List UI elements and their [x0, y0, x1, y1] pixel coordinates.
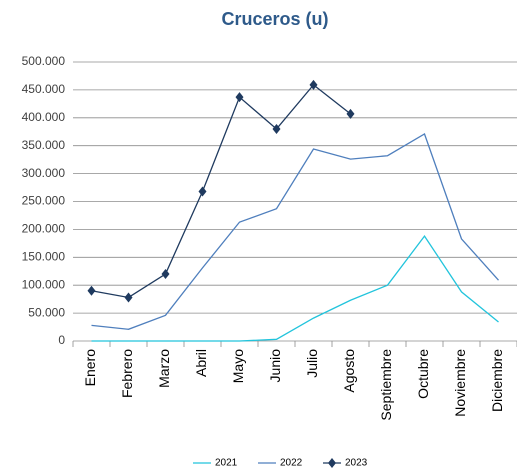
x-tick-label: Mayo: [230, 349, 246, 383]
marker: [309, 79, 318, 90]
chart-title: Cruceros (u): [221, 9, 328, 29]
y-tick-label: 300.000: [22, 166, 66, 180]
legend-marker: [328, 458, 336, 468]
y-tick-label: 500.000: [22, 54, 66, 68]
marker: [346, 108, 355, 119]
legend-label: 2022: [280, 458, 303, 469]
series-line: [91, 83, 351, 299]
x-tick-label: Febrero: [119, 349, 135, 398]
y-tick-label: 250.000: [22, 194, 66, 208]
x-tick-label: Noviembre: [452, 349, 468, 417]
marker: [235, 92, 244, 103]
y-tick-label: 200.000: [22, 222, 66, 236]
x-tick-label: Agosto: [341, 349, 357, 393]
x-tick-label: Enero: [82, 349, 98, 387]
y-tick-label: 450.000: [22, 82, 66, 96]
marker: [161, 269, 170, 280]
x-tick-label: Octubre: [415, 349, 431, 399]
y-tick-label: 400.000: [22, 110, 66, 124]
y-tick-label: 150.000: [22, 249, 66, 263]
y-tick-label: 50.000: [28, 305, 65, 319]
y-tick-label: 350.000: [22, 138, 66, 152]
marker: [198, 186, 207, 197]
x-tick-label: Junio: [267, 349, 283, 383]
x-tick-label: Julio: [304, 349, 320, 378]
x-tick-label: Diciembre: [489, 349, 505, 412]
series-line: [91, 133, 499, 330]
x-tick-label: Abril: [193, 349, 209, 377]
series-line: [91, 234, 499, 342]
marker: [124, 292, 133, 303]
marker: [272, 123, 281, 134]
x-tick-label: Septiembre: [378, 349, 394, 421]
marker: [87, 285, 96, 296]
y-tick-label: 0: [58, 333, 65, 347]
legend-label: 2023: [345, 458, 368, 469]
y-tick-label: 100.000: [22, 277, 66, 291]
legend-label: 2021: [215, 458, 238, 469]
x-tick-label: Marzo: [156, 349, 172, 388]
